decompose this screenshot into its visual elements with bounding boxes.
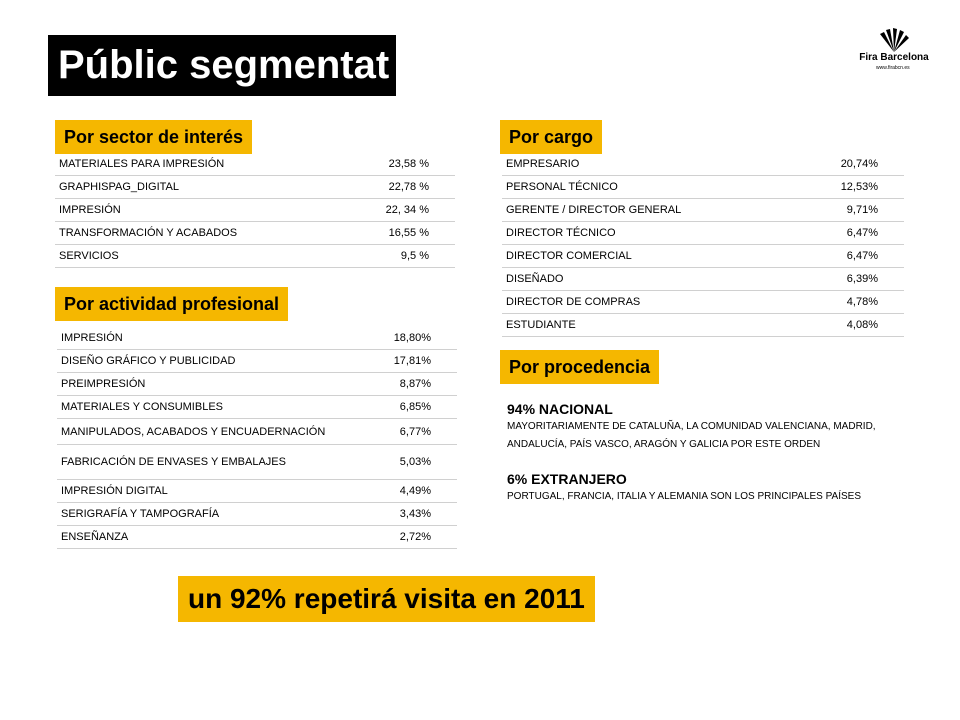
row-value: 8,87% [367, 372, 457, 396]
logo-url: www.firabcn.es [876, 65, 910, 71]
origin-block: 94% NACIONAL MAYORITARIAMENTE DE CATALUÑ… [507, 400, 907, 506]
table-row: MANIPULADOS, ACABADOS Y ENCUADERNACIÓN 6,… [57, 418, 457, 445]
row-value: 4,78% [814, 290, 904, 314]
activity-table: IMPRESIÓN 18,80% DISEÑO GRÁFICO Y PUBLICID… [57, 327, 457, 549]
repeat-visit-banner: un 92% repetirá visita en 2011 [178, 576, 595, 622]
table-row: DIRECTOR COMERCIAL 6,47% [502, 244, 904, 268]
table-row: IMPRESIÓN 22, 34 % [55, 198, 455, 222]
row-name: TRANSFORMACIÓN Y ACABADOS [55, 221, 365, 245]
row-value: 4,49% [367, 479, 457, 503]
table-row: EMPRESARIO 20,74% [502, 153, 904, 176]
row-name: EMPRESARIO [502, 153, 814, 176]
row-value: 17,81% [367, 349, 457, 373]
national-text: MAYORITARIAMENTE DE CATALUÑA, LA COMUNID… [507, 421, 876, 450]
table-row: DISEÑO GRÁFICO Y PUBLICIDAD 17,81% [57, 349, 457, 373]
row-name: DISEÑADO [502, 267, 814, 291]
table-row: GRAPHISPAG_DIGITAL 22,78 % [55, 175, 455, 199]
row-name: GRAPHISPAG_DIGITAL [55, 175, 365, 199]
row-name: IMPRESIÓN [57, 327, 367, 350]
row-value: 5,03% [367, 444, 457, 480]
table-row: SERVICIOS 9,5 % [55, 244, 455, 268]
row-value: 6,85% [367, 395, 457, 419]
table-row: DISEÑADO 6,39% [502, 267, 904, 291]
row-name: DIRECTOR COMERCIAL [502, 244, 814, 268]
table-row: ENSEÑANZA 2,72% [57, 525, 457, 549]
table-row: DIRECTOR TÉCNICO 6,47% [502, 221, 904, 245]
fira-logo-icon [880, 28, 909, 52]
table-row: MATERIALES PARA IMPRESIÓN 23,58 % [55, 153, 455, 176]
page-title: Públic segmentat [58, 43, 390, 87]
row-name: DISEÑO GRÁFICO Y PUBLICIDAD [57, 349, 367, 373]
table-row: TRANSFORMACIÓN Y ACABADOS 16,55 % [55, 221, 455, 245]
sector-table: MATERIALES PARA IMPRESIÓN 23,58 % GRAPHISP… [55, 153, 455, 268]
table-row: MATERIALES Y CONSUMIBLES 6,85% [57, 395, 457, 419]
row-value: 18,80% [367, 327, 457, 350]
logo-name: Fira Barcelona [859, 52, 929, 63]
row-value: 20,74% [814, 153, 904, 176]
row-name: SERIGRAFÍA Y TAMPOGRAFÍA [57, 502, 367, 526]
row-value: 6,77% [367, 418, 457, 445]
national-title: 94% NACIONAL [507, 401, 613, 417]
row-name: MATERIALES PARA IMPRESIÓN [55, 153, 365, 176]
row-value: 3,43% [367, 502, 457, 526]
table-row: IMPRESIÓN 18,80% [57, 327, 457, 350]
row-value: 6,39% [814, 267, 904, 291]
row-name: MATERIALES Y CONSUMIBLES [57, 395, 367, 419]
cargo-label: Por cargo [500, 120, 603, 154]
row-name: MANIPULADOS, ACABADOS Y ENCUADERNACIÓN [57, 418, 367, 445]
row-name: IMPRESIÓN [55, 198, 365, 222]
title-box: Públic segmentat [48, 35, 396, 96]
row-name: FABRICACIÓN DE ENVASES Y EMBALAJES [57, 444, 367, 480]
row-name: PERSONAL TÉCNICO [502, 175, 814, 199]
table-row: DIRECTOR DE COMPRAS 4,78% [502, 290, 904, 314]
table-row: PREIMPRESIÓN 8,87% [57, 372, 457, 396]
row-value: 23,58 % [365, 153, 455, 176]
table-row: FABRICACIÓN DE ENVASES Y EMBALAJES 5,03% [57, 444, 457, 480]
table-row: ESTUDIANTE 4,08% [502, 313, 904, 337]
row-value: 22, 34 % [365, 198, 455, 222]
table-row: PERSONAL TÉCNICO 12,53% [502, 175, 904, 199]
row-name: GERENTE / DIRECTOR GENERAL [502, 198, 814, 222]
row-name: DIRECTOR DE COMPRAS [502, 290, 814, 314]
table-row: IMPRESIÓN DIGITAL 4,49% [57, 479, 457, 503]
row-name: IMPRESIÓN DIGITAL [57, 479, 367, 503]
foreign-title: 6% EXTRANJERO [507, 471, 627, 487]
row-value: 6,47% [814, 221, 904, 245]
row-value: 4,08% [814, 313, 904, 337]
origin-label: Por procedencia [500, 350, 660, 384]
fira-barcelona-logo: Fira Barcelona www.firabcn.es [858, 28, 930, 71]
row-value: 9,5 % [365, 244, 455, 268]
row-name: PREIMPRESIÓN [57, 372, 367, 396]
table-row: SERIGRAFÍA Y TAMPOGRAFÍA 3,43% [57, 502, 457, 526]
table-row: GERENTE / DIRECTOR GENERAL 9,71% [502, 198, 904, 222]
row-value: 2,72% [367, 525, 457, 549]
row-name: SERVICIOS [55, 244, 365, 268]
activity-label: Por actividad profesional [55, 287, 289, 321]
row-name: DIRECTOR TÉCNICO [502, 221, 814, 245]
sector-label: Por sector de interés [55, 120, 253, 154]
row-value: 6,47% [814, 244, 904, 268]
row-value: 9,71% [814, 198, 904, 222]
row-value: 16,55 % [365, 221, 455, 245]
foreign-text: PORTUGAL, FRANCIA, ITALIA Y ALEMANIA SON… [507, 491, 862, 502]
cargo-table: EMPRESARIO 20,74% PERSONAL TÉCNICO 12,53% GE… [502, 153, 904, 337]
row-name: ENSEÑANZA [57, 525, 367, 549]
row-value: 12,53% [814, 175, 904, 199]
row-name: ESTUDIANTE [502, 313, 814, 337]
row-value: 22,78 % [365, 175, 455, 199]
